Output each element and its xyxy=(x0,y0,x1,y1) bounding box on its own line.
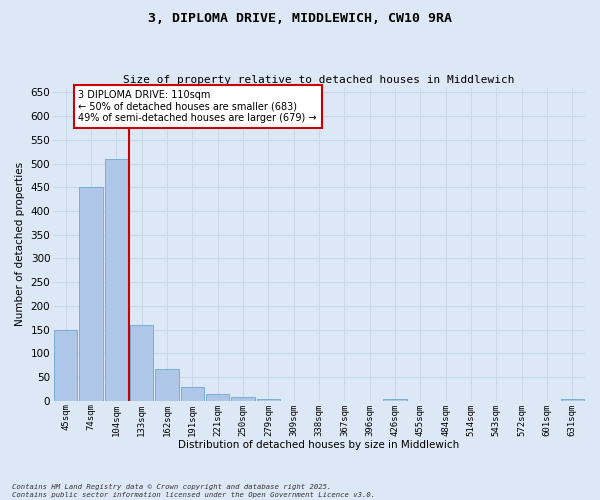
Bar xyxy=(54,330,77,401)
Text: 3, DIPLOMA DRIVE, MIDDLEWICH, CW10 9RA: 3, DIPLOMA DRIVE, MIDDLEWICH, CW10 9RA xyxy=(148,12,452,26)
Title: Size of property relative to detached houses in Middlewich: Size of property relative to detached ho… xyxy=(123,76,515,86)
Bar xyxy=(155,369,179,401)
Bar xyxy=(181,386,204,401)
X-axis label: Distribution of detached houses by size in Middlewich: Distribution of detached houses by size … xyxy=(178,440,460,450)
Text: Contains HM Land Registry data © Crown copyright and database right 2025.
Contai: Contains HM Land Registry data © Crown c… xyxy=(12,484,375,498)
Bar xyxy=(257,400,280,401)
Bar xyxy=(130,325,154,401)
Bar xyxy=(232,397,255,401)
Bar xyxy=(79,188,103,401)
Bar xyxy=(383,400,407,401)
Text: 3 DIPLOMA DRIVE: 110sqm
← 50% of detached houses are smaller (683)
49% of semi-d: 3 DIPLOMA DRIVE: 110sqm ← 50% of detache… xyxy=(79,90,317,123)
Bar xyxy=(560,399,584,401)
Bar xyxy=(206,394,229,401)
Y-axis label: Number of detached properties: Number of detached properties xyxy=(15,162,25,326)
Bar xyxy=(105,159,128,401)
